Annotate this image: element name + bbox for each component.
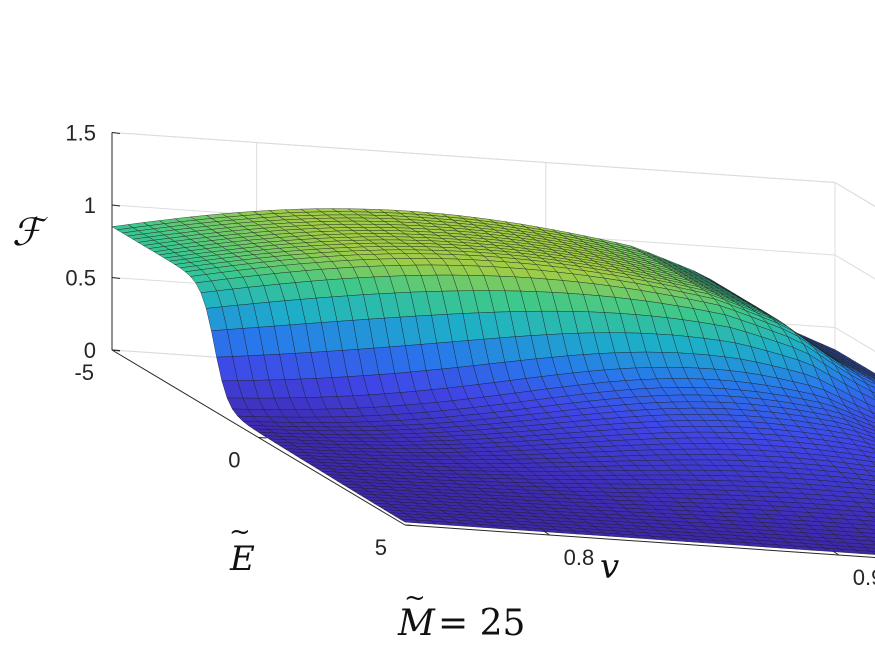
e-tick-mark bbox=[111, 349, 121, 351]
v-tick-label: 0.9 bbox=[853, 565, 875, 590]
z-tick-mark bbox=[111, 277, 121, 279]
e-tick-mark bbox=[404, 524, 414, 526]
svg-text:~: ~ bbox=[404, 583, 426, 613]
v-tick-label: 0.8 bbox=[564, 545, 595, 570]
v-tick-mark bbox=[832, 550, 840, 556]
z-tick-label: 1.5 bbox=[65, 121, 96, 146]
axes-lines bbox=[111, 132, 875, 559]
e-tick-label: -5 bbox=[74, 360, 94, 385]
v-axis-line bbox=[404, 524, 875, 559]
y-axis-label: E ~ bbox=[229, 517, 255, 579]
v-tick-mark bbox=[543, 530, 550, 536]
svg-text:M: M bbox=[397, 603, 436, 644]
chart-title: M = 25 ~ bbox=[397, 583, 525, 644]
z-tick-mark bbox=[111, 132, 121, 134]
z-tick-mark bbox=[111, 204, 121, 207]
z-tick-label: 0 bbox=[84, 338, 96, 363]
z-tick-label: 1 bbox=[84, 193, 96, 218]
e-tick-label: 5 bbox=[375, 535, 387, 560]
z-tick-label: 0.5 bbox=[65, 266, 96, 291]
svg-text:E: E bbox=[229, 539, 255, 579]
x-axis-label: v bbox=[600, 547, 619, 587]
surface-patch bbox=[399, 518, 421, 524]
z-axis-label: ℱ bbox=[12, 210, 48, 254]
e-tick-label: 0 bbox=[228, 448, 240, 473]
surface-plot bbox=[111, 208, 875, 555]
svg-text:~: ~ bbox=[229, 517, 251, 547]
e-tick-mark bbox=[258, 437, 267, 439]
svg-text:= 25: = 25 bbox=[438, 603, 525, 644]
